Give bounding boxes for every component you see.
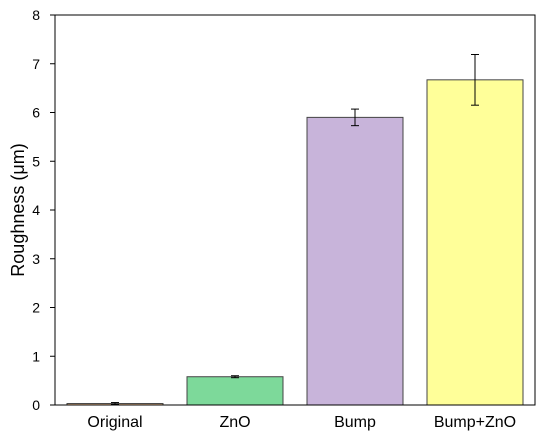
y-axis-ticks: 0 1 2 3 4 5 6 7 8 [32,7,55,413]
bar-bump [306,116,404,406]
y-tick-label: 1 [32,348,40,364]
y-tick-label: 6 [32,105,40,121]
bar-zno [186,376,284,406]
x-category-label: Original [87,414,142,431]
x-category-label: Bump [334,414,376,431]
y-tick-label: 2 [32,300,40,316]
y-tick-label: 5 [32,153,40,169]
x-category-label: Bump+ZnO [434,414,516,431]
x-category-label: ZnO [219,414,250,431]
error-bars-layer [111,53,479,406]
y-tick-label: 0 [32,397,40,413]
y-axis-label: Roughness (μm) [8,143,28,276]
y-tick-label: 4 [32,202,40,218]
bar-bump-zno [426,79,524,406]
error-bar [351,108,359,127]
error-bar [471,53,479,106]
bars-layer [66,79,524,406]
y-tick-label: 8 [32,7,40,23]
y-tick-label: 7 [32,56,40,72]
error-bar [231,375,239,379]
x-axis-labels: Original ZnO Bump Bump+ZnO [87,414,516,431]
y-tick-label: 3 [32,251,40,267]
